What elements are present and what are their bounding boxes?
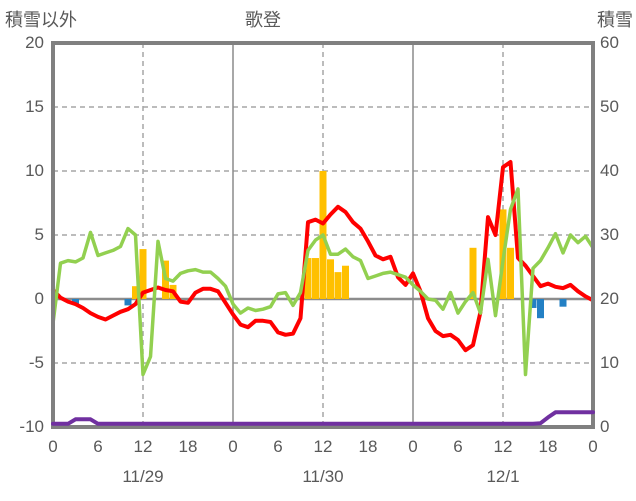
x-axis-tick-label: 0 [408,437,418,456]
right-axis-tick-label: 20 [600,289,619,308]
blue-bars [559,299,567,307]
orange-bars [139,249,147,299]
blue-bars [124,299,132,306]
x-axis-date-label: 11/30 [302,467,344,486]
left-axis-tick-label: -10 [19,417,44,436]
orange-bars [469,247,477,299]
x-axis-tick-label: 0 [588,437,598,456]
x-axis-tick-label: 0 [48,437,58,456]
left-axis-tick-label: 10 [25,161,44,180]
orange-bars [507,247,514,299]
chart-title: 歌登 [245,10,281,30]
orange-bars [342,265,349,299]
right-axis-title: 積雪 [597,10,633,30]
blue-bars [529,299,537,308]
red-line [51,160,595,353]
right-axis-tick-label: 60 [600,33,619,52]
plot-frame [51,41,595,429]
left-axis-tick-label: 0 [34,289,44,308]
x-axis-tick-label: 12 [493,437,513,456]
orange-bars [132,286,139,299]
right-axis-tick-label: 0 [600,417,610,436]
right-axis-tick-label: 10 [600,353,619,372]
x-axis-tick-label: 18 [178,437,198,456]
blue-bars [537,299,544,319]
left-axis-tick-label: 20 [25,33,44,52]
green-line [51,187,595,377]
right-axis-tick-label: 50 [600,97,619,116]
blue-bars [72,299,79,305]
right-axis-tick-label: 30 [600,225,619,244]
orange-bars [334,272,342,299]
purple-line [51,410,595,426]
left-axis-tick-label: 15 [25,97,44,116]
orange-bars [312,258,319,299]
x-axis-tick-label: 6 [453,437,463,456]
left-axis-tick-label: -5 [28,353,44,372]
x-axis-tick-label: 18 [538,437,558,456]
orange-bars [327,259,334,299]
right-axis-tick-label: 40 [600,161,619,180]
x-axis-tick-label: 12 [133,437,153,456]
x-axis-tick-label: 12 [313,437,333,456]
x-axis-date-label: 11/29 [122,467,164,486]
x-axis-tick-label: 0 [228,437,238,456]
x-axis-tick-label: 18 [358,437,378,456]
x-axis-tick-label: 6 [93,437,103,456]
left-axis-title: 積雪以外 [5,10,77,30]
x-axis-tick-label: 6 [273,437,283,456]
x-axis-date-label: 12/1 [486,467,520,486]
orange-bars [304,258,312,299]
left-axis-tick-label: 5 [34,225,44,244]
